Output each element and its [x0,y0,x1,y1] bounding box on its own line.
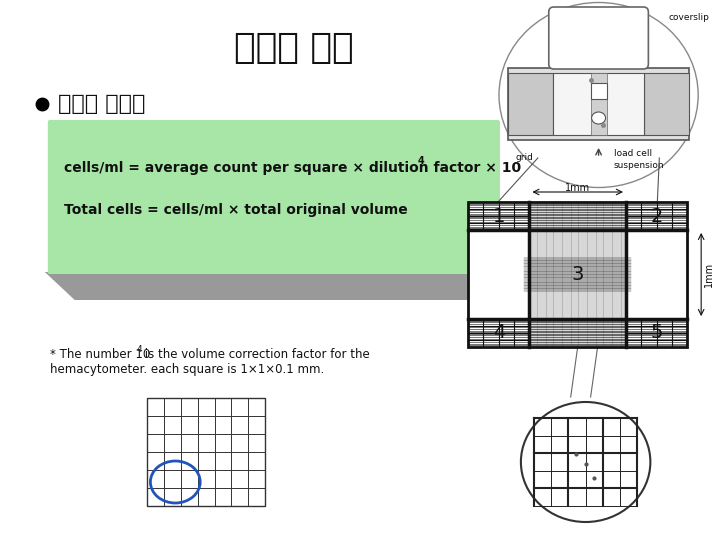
Bar [553,73,644,135]
Ellipse shape [521,402,650,522]
Text: 4: 4 [418,156,424,166]
Text: 3: 3 [572,265,584,284]
Bar [644,73,689,135]
Bar [590,73,606,135]
Bar [508,73,553,135]
Text: 1: 1 [492,206,505,226]
Text: grid: grid [516,153,534,163]
Text: 4: 4 [492,323,505,342]
Text: is the volume correction factor for the: is the volume correction factor for the [141,348,370,361]
Text: 5: 5 [650,323,663,342]
Bar [508,68,689,140]
Text: 세포수 계산: 세포수 계산 [234,31,354,65]
Text: 세포수 계산법: 세포수 계산법 [58,94,145,114]
Bar [590,83,606,99]
Text: load cell: load cell [613,148,652,158]
Ellipse shape [592,112,606,124]
Text: cells/ml = average count per square × dilution factor × 10: cells/ml = average count per square × di… [64,161,521,175]
Bar [468,202,687,347]
Text: hemacytometer. each square is 1×1×0.1 mm.: hemacytometer. each square is 1×1×0.1 mm… [50,363,324,376]
Text: 1mm: 1mm [565,183,590,193]
Text: Total cells = cells/ml × total original volume: Total cells = cells/ml × total original … [64,203,408,217]
Text: 2: 2 [650,206,662,226]
FancyBboxPatch shape [549,7,649,69]
Text: 4: 4 [137,346,142,354]
FancyBboxPatch shape [48,120,500,274]
Bar [468,202,687,347]
Bar [148,398,265,506]
Text: suspension: suspension [613,161,664,171]
Text: 1mm: 1mm [704,262,714,287]
Text: * The number 10: * The number 10 [50,348,150,361]
Polygon shape [45,272,503,300]
Text: coverslip: coverslip [668,14,709,23]
